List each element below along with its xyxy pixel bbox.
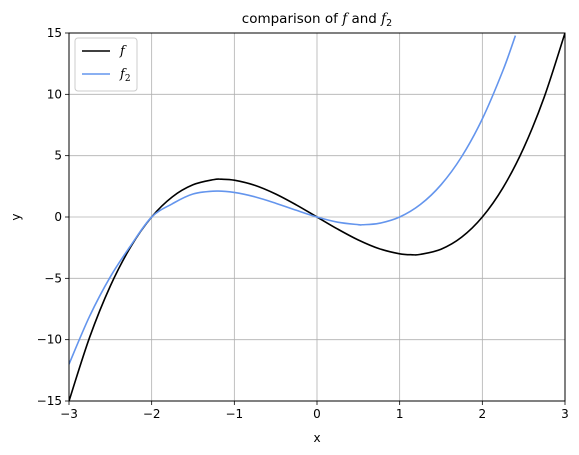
x-tick-label: −1 (225, 407, 243, 421)
y-tick-label: −5 (44, 271, 62, 285)
y-tick-label: −15 (37, 394, 62, 408)
legend: f f2 (74, 37, 138, 92)
y-tick-label: 0 (54, 210, 62, 224)
y-tick-label: 15 (47, 26, 62, 40)
x-tick-label: 2 (479, 407, 487, 421)
x-tick-label: −3 (60, 407, 78, 421)
y-tick-label: 10 (47, 87, 62, 101)
x-tick-label: 0 (313, 407, 321, 421)
series-layer (69, 33, 565, 401)
x-axis-label: x (313, 431, 320, 445)
x-tick-label: −2 (143, 407, 161, 421)
series-line-f2 (69, 35, 517, 365)
legend-label-f: f (119, 44, 127, 59)
y-tick-label: 5 (54, 149, 62, 163)
x-tick-label: 1 (396, 407, 404, 421)
x-tick-label: 3 (561, 407, 569, 421)
chart-title: comparison of f and f2 (242, 11, 392, 29)
y-tick-label: −10 (37, 333, 62, 347)
y-axis-label: y (9, 213, 23, 220)
legend-label-f2: f2 (119, 67, 131, 84)
